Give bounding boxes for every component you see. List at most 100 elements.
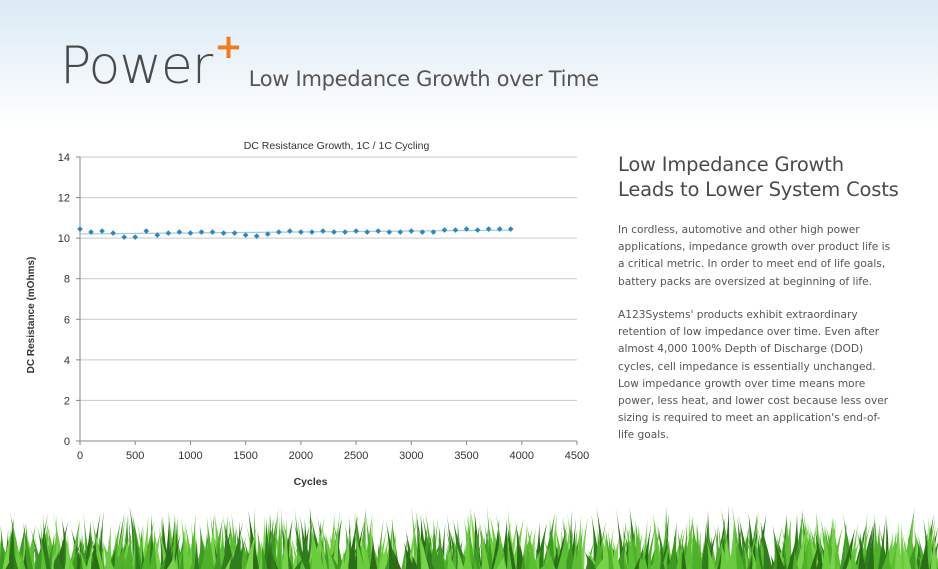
resistance-chart: DC Resistance Growth, 1C / 1C Cycling 0 2 4… [26, 140, 589, 488]
x-tick-label-5: 2500 [344, 450, 368, 462]
grass-blade [473, 553, 478, 569]
data-point-11 [198, 229, 205, 235]
grass-blade [810, 540, 820, 569]
grass-blade [478, 518, 490, 569]
grass-blade [362, 540, 368, 569]
data-point-32 [430, 229, 437, 235]
x-tick-label-8: 4000 [510, 450, 534, 462]
grass-blade [526, 524, 538, 569]
grass-blade [134, 527, 141, 569]
grass-blade [372, 542, 381, 569]
x-tick-label-0: 0 [77, 450, 83, 462]
grass-blade [520, 550, 526, 569]
grass-blade [86, 535, 96, 569]
grass-blade [543, 539, 556, 569]
page-subtitle: Low Impedance Growth over Time [248, 67, 599, 91]
grass-blade [878, 517, 886, 569]
x-tick-label-6: 3000 [399, 450, 423, 462]
grass-blade [385, 518, 396, 569]
data-point-5 [132, 234, 139, 240]
grass-blade [552, 543, 559, 569]
grass-blade [815, 548, 824, 569]
data-point-33 [441, 227, 448, 233]
grass-blade [773, 538, 785, 569]
y-axis-label: DC Resistance (mOhms) [26, 257, 37, 374]
grass-blade [555, 524, 568, 569]
data-point-39 [507, 226, 514, 232]
grass-blade [801, 537, 810, 569]
data-point-4 [121, 234, 127, 240]
grass-blade [64, 532, 71, 569]
grass-blade [805, 528, 816, 569]
data-point-29 [397, 229, 404, 235]
grass-blade [682, 515, 694, 569]
grass-blade [595, 553, 607, 569]
grass-blade [628, 525, 637, 569]
grass-blade [30, 527, 43, 569]
grass-blade [849, 545, 859, 569]
grass-blade [787, 534, 798, 569]
grass-blade [331, 510, 341, 569]
x-tick-label-7: 3500 [454, 450, 478, 462]
grass-blade [557, 528, 568, 569]
grass-blade [506, 533, 513, 569]
grass-blade [164, 516, 171, 569]
grass-blade [574, 525, 583, 569]
grass-blade [780, 525, 792, 569]
data-point-19 [287, 228, 293, 234]
grass-blade [665, 548, 677, 569]
trend-line [79, 229, 511, 235]
grass-blade [141, 520, 155, 569]
grass-blade [352, 525, 365, 569]
grass-blade [846, 540, 860, 569]
grass-blade [377, 528, 387, 569]
data-point-15 [242, 232, 249, 238]
grass-blade [378, 538, 389, 569]
grass-blade [186, 530, 195, 569]
grass-blade [652, 532, 661, 569]
grass-blade [867, 518, 875, 569]
grass-blade [40, 533, 47, 569]
grass-blade [500, 518, 509, 569]
grass-blade [628, 527, 641, 569]
grass-blade [166, 554, 177, 569]
grass-blade [645, 521, 657, 569]
grass-blade [418, 529, 430, 569]
grass-blade [455, 542, 465, 569]
data-point-9 [176, 229, 183, 235]
grass-decoration [0, 504, 938, 569]
grass-blade [68, 523, 81, 569]
grass-blade [725, 537, 739, 569]
grass-blade [407, 510, 419, 569]
y-tick-label-6: 12 [58, 193, 70, 205]
grass-blade [672, 528, 684, 569]
grass-blade [741, 538, 751, 569]
grass-blade [890, 530, 900, 569]
data-point-7 [154, 232, 161, 238]
grass-blade [265, 542, 272, 569]
side-title-line-2: Leads to Lower System Costs [618, 178, 899, 201]
grass-blade [84, 540, 95, 569]
grass-blade [821, 525, 831, 569]
grass-blade [483, 535, 491, 569]
grass-blade [194, 538, 200, 569]
grass-blade [245, 526, 257, 569]
side-paragraph-2: A123Systems' products exhibit extraordin… [618, 309, 889, 442]
grass-blade [445, 526, 456, 569]
grass-blade [294, 545, 306, 569]
grass-blade [733, 528, 745, 569]
grass-blade [340, 550, 345, 569]
data-point-0 [77, 226, 83, 232]
grass-blade [102, 544, 111, 569]
grass-blade [389, 543, 402, 569]
grass-blade [176, 535, 185, 569]
x-tick-label-4: 2000 [289, 450, 313, 462]
grass-blade [282, 516, 289, 569]
grass-blade [919, 531, 929, 569]
side-title: Low Impedance Growth Leads to Lower Syst… [618, 152, 918, 202]
grass-blade [445, 546, 456, 569]
grass-blade [902, 533, 912, 569]
grass-blade [861, 511, 868, 569]
grass-blade [77, 546, 88, 569]
grass-blade [54, 553, 64, 569]
